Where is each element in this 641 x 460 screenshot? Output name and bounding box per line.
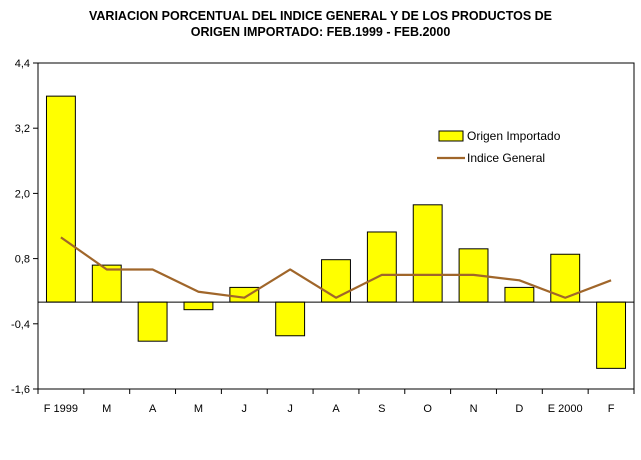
x-tick-label: A [332,403,340,415]
y-tick-label: -1,6 [11,384,30,396]
legend-label-origen-importado: Origen Importado [467,129,561,143]
y-tick-label: -0,4 [11,319,30,331]
x-tick-label: E 2000 [548,403,583,415]
x-tick-label: A [149,403,157,415]
x-tick-label: N [470,403,478,415]
line-indice-general [60,236,612,299]
bar-origen-importado [321,259,351,303]
y-tick-label: 3,2 [15,123,30,135]
x-tick-label: D [515,403,523,415]
axes-layer: 4,4 3,2 2,0 0,8 -0,4 -1,6 F 1999 M A M J J A S O N D E 20… [11,58,635,415]
bar-origen-importado [229,286,260,303]
y-tick-label: 0,8 [15,254,30,266]
bar-origen-importado [275,301,306,337]
x-tick-label: F 1999 [44,403,78,415]
legend-label-indice-general: Indice General [467,151,545,165]
x-tick-label: S [378,403,385,415]
bar-origen-importado [504,286,535,303]
chart-title-line-2: ORIGEN IMPORTADO: FEB.1999 - FEB.2000 [190,25,451,39]
bar-origen-importado [137,301,168,342]
bar-origen-importado [366,231,397,303]
chart-title: VARIACION PORCENTUAL DEL INDICE GENERAL … [0,8,641,40]
chart-title-line-1: VARIACION PORCENTUAL DEL INDICE GENERAL … [88,9,553,23]
bar-origen-importado [412,204,443,303]
line-layer [60,236,612,299]
bar-origen-importado [183,301,214,311]
legend: Origen Importado Indice General [437,129,561,165]
y-tick-label: 2,0 [15,188,30,200]
bar-origen-importado [91,264,122,303]
x-tick-label: M [102,403,111,415]
x-tick-label: F [608,403,615,415]
x-tick-label: M [194,403,203,415]
y-tick-label: 4,4 [15,58,30,70]
legend-swatch-origen-importado [438,130,464,142]
bar-origen-importado [596,301,627,369]
x-tick-label: O [423,403,432,415]
x-tick-label: J [287,403,293,415]
x-tick-label: J [242,403,248,415]
bar-origen-importado [45,95,76,303]
plot-area-border [37,62,635,390]
